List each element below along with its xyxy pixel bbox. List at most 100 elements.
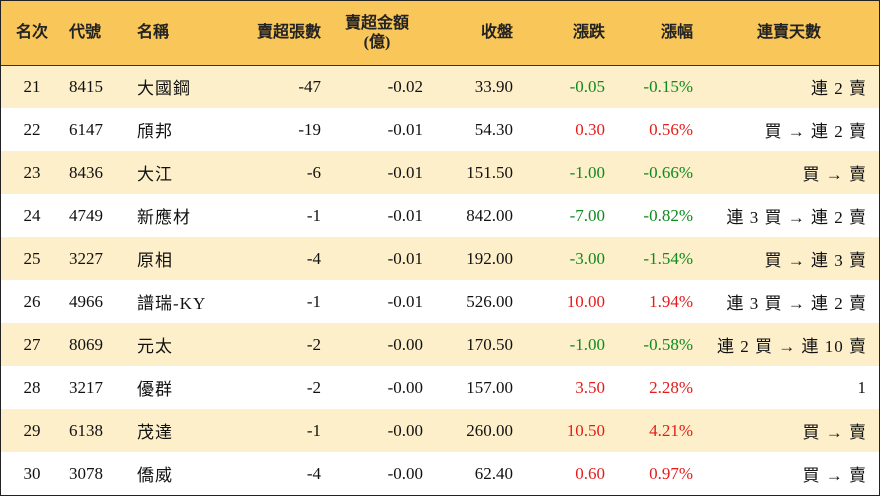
name-cell: 新應材 — [137, 208, 191, 227]
table-header-row: 名次 代號 名稱 賣超張數 賣超金額 (億) 收盤 漲跌 漲幅 連賣天數 — [1, 1, 879, 66]
change-pct-cell: -0.82% — [643, 205, 693, 225]
code-cell: 8415 — [69, 76, 103, 96]
name-cell: 原相 — [137, 251, 173, 270]
rank-cell: 27 — [23, 334, 41, 354]
net-sell-amount-cell: -0.00 — [387, 377, 423, 397]
net-sell-units-cell: -1 — [306, 291, 321, 311]
table-row: 22 6147 頎邦 -19 -0.01 54.30 0.30 0.56% 買 → 連 2 賣 — [1, 108, 879, 151]
code-cell: 3217 — [69, 377, 103, 397]
rank-cell: 23 — [23, 162, 41, 182]
header-code: 代號 — [63, 1, 125, 66]
net-sell-amount-cell: -0.00 — [387, 463, 423, 483]
change-pct-cell: -0.66% — [643, 162, 693, 182]
close-price-cell: 192.00 — [466, 248, 513, 268]
close-price-cell: 157.00 — [466, 377, 513, 397]
close-price-cell: 54.30 — [474, 119, 513, 139]
header-change: 漲跌 — [519, 1, 609, 66]
net-sell-units-cell: -1 — [306, 420, 321, 440]
change-pct-cell: -1.54% — [643, 248, 693, 268]
rank-cell: 22 — [23, 119, 41, 139]
net-sell-amount-cell: -0.01 — [387, 248, 423, 268]
table-row: 24 4749 新應材 -1 -0.01 842.00 -7.00 -0.82% 連 3 買 →… — [1, 194, 879, 237]
table-row: 26 4966 譜瑞-KY -1 -0.01 526.00 10.00 1.94% 連 3 買 … — [1, 280, 879, 323]
code-cell: 3227 — [69, 248, 103, 268]
name-cell: 譜瑞-KY — [137, 294, 207, 313]
change-cell: 3.50 — [575, 377, 605, 397]
name-cell: 頎邦 — [137, 122, 173, 141]
streak-cell: 連 3 買 → 連 2 賣 — [726, 294, 867, 313]
name-cell: 茂達 — [137, 423, 173, 442]
change-cell: -0.05 — [569, 76, 605, 96]
close-price-cell: 170.50 — [466, 334, 513, 354]
net-sell-units-cell: -2 — [306, 334, 321, 354]
name-cell: 大國鋼 — [137, 79, 191, 99]
rank-cell: 24 — [23, 205, 41, 225]
change-cell: -3.00 — [569, 248, 605, 268]
change-cell: 10.50 — [566, 420, 605, 440]
header-net-sell-amount: 賣超金額 (億) — [325, 1, 429, 66]
net-sell-amount-cell: -0.01 — [387, 119, 423, 139]
change-cell: 0.60 — [575, 463, 605, 483]
code-cell: 3078 — [69, 463, 103, 483]
close-price-cell: 526.00 — [466, 291, 513, 311]
net-sell-units-cell: -2 — [306, 377, 321, 397]
change-pct-cell: -0.58% — [643, 334, 693, 354]
change-cell: 0.30 — [575, 119, 605, 139]
net-sell-units-cell: -1 — [306, 205, 321, 225]
rank-cell: 21 — [23, 76, 41, 96]
rank-cell: 26 — [23, 291, 41, 311]
change-cell: -1.00 — [569, 334, 605, 354]
net-sell-units-cell: -47 — [298, 76, 321, 96]
net-sell-units-cell: -4 — [306, 463, 321, 483]
close-price-cell: 260.00 — [466, 420, 513, 440]
change-pct-cell: 4.21% — [649, 420, 693, 440]
streak-cell: 連 3 買 → 連 2 賣 — [726, 208, 867, 227]
code-cell: 8069 — [69, 334, 103, 354]
change-cell: -7.00 — [569, 205, 605, 225]
header-net-sell-amount-line2: (億) — [363, 33, 391, 51]
net-sell-amount-cell: -0.02 — [387, 76, 423, 96]
table-body: 21 8415 大國鋼 -47 -0.02 33.90 -0.05 -0.15% 連 2 賣 22… — [1, 65, 879, 495]
name-cell: 僑威 — [137, 466, 173, 485]
streak-cell: 1 — [857, 377, 867, 397]
header-net-sell-amount-line1: 賣超金額 — [344, 14, 409, 32]
rank-cell: 29 — [23, 420, 41, 440]
streak-cell: 連 2 賣 — [811, 79, 867, 99]
header-close: 收盤 — [429, 1, 519, 66]
header-streak: 連賣天數 — [699, 1, 879, 66]
net-sell-amount-cell: -0.00 — [387, 420, 423, 440]
name-cell: 大江 — [137, 165, 173, 184]
change-cell: -1.00 — [569, 162, 605, 182]
close-price-cell: 62.40 — [474, 463, 513, 483]
code-cell: 4749 — [69, 205, 103, 225]
rank-cell: 28 — [23, 377, 41, 397]
net-sell-units-cell: -6 — [306, 162, 321, 182]
streak-cell: 買 → 連 3 賣 — [764, 251, 867, 270]
name-cell: 優群 — [137, 380, 173, 399]
net-sell-units-cell: -19 — [298, 119, 321, 139]
rank-cell: 25 — [23, 248, 41, 268]
close-price-cell: 33.90 — [474, 76, 513, 96]
table-row: 27 8069 元太 -2 -0.00 170.50 -1.00 -0.58% 連 2 買 → … — [1, 323, 879, 366]
table-row: 21 8415 大國鋼 -47 -0.02 33.90 -0.05 -0.15% 連 2 賣 — [1, 65, 879, 108]
rank-cell: 30 — [23, 463, 41, 483]
change-pct-cell: 0.97% — [649, 463, 693, 483]
table-row: 29 6138 茂達 -1 -0.00 260.00 10.50 4.21% 買 → 賣 — [1, 409, 879, 452]
streak-cell: 買 → 賣 — [802, 165, 867, 184]
net-sell-amount-cell: -0.01 — [387, 205, 423, 225]
header-name: 名稱 — [125, 1, 245, 66]
code-cell: 8436 — [69, 162, 103, 182]
close-price-cell: 842.00 — [466, 205, 513, 225]
net-sell-amount-cell: -0.01 — [387, 291, 423, 311]
change-pct-cell: 1.94% — [649, 291, 693, 311]
change-pct-cell: 0.56% — [649, 119, 693, 139]
header-change-pct: 漲幅 — [609, 1, 699, 66]
table-row: 23 8436 大江 -6 -0.01 151.50 -1.00 -0.66% 買 → 賣 — [1, 151, 879, 194]
code-cell: 6138 — [69, 420, 103, 440]
change-cell: 10.00 — [566, 291, 605, 311]
net-sell-amount-cell: -0.01 — [387, 162, 423, 182]
table-row: 28 3217 優群 -2 -0.00 157.00 3.50 2.28% 1 — [1, 366, 879, 409]
change-pct-cell: 2.28% — [649, 377, 693, 397]
streak-cell: 買 → 連 2 賣 — [764, 122, 867, 141]
